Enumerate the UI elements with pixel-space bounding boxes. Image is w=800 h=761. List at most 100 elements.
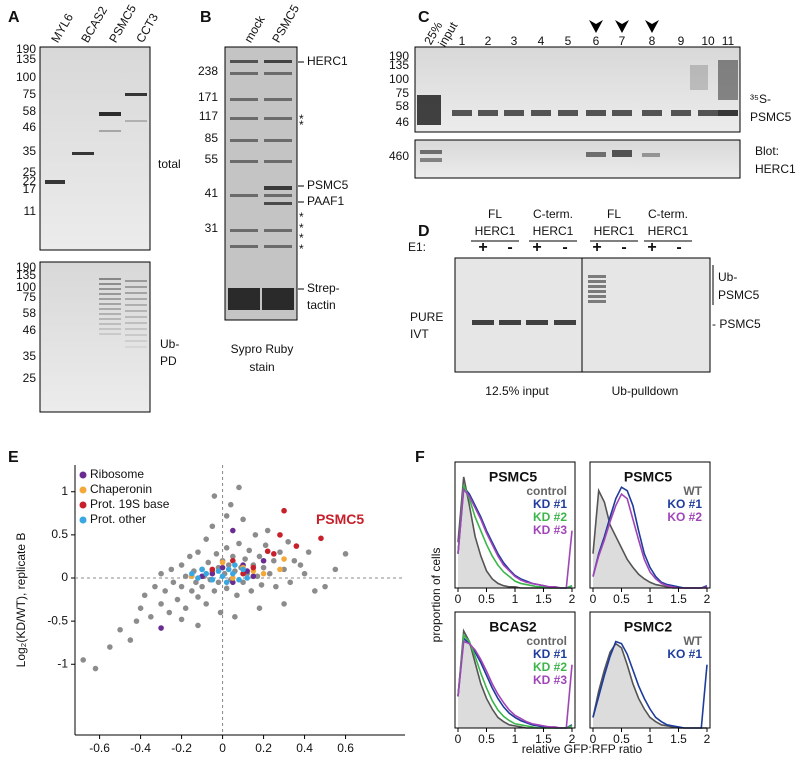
mw-label: 190 [16, 42, 36, 56]
gel-band [420, 158, 442, 162]
point [312, 588, 318, 594]
legend-label: Chaperonin [90, 482, 152, 496]
row-label: IVT [410, 327, 429, 341]
group-label: HERC1 [475, 224, 516, 238]
x-tick-label: 0 [590, 592, 597, 606]
lane-label: 2 [485, 34, 492, 48]
legend-label: WT [683, 634, 702, 648]
lane-label: MYL6 [48, 11, 76, 45]
band-label: HERC1 [307, 54, 348, 68]
group-label: HERC1 [648, 224, 689, 238]
gel-band [230, 72, 258, 75]
legend-label: KO #2 [667, 510, 702, 524]
gel-band [264, 160, 292, 163]
x-tick-label: 0.4 [296, 741, 313, 755]
mw-label: 135 [16, 52, 36, 66]
point [277, 566, 283, 573]
point [230, 579, 236, 586]
point [223, 545, 230, 551]
x-tick-label: 1 [512, 732, 519, 746]
gel-band [125, 286, 147, 288]
point [219, 573, 226, 580]
gel-band [99, 112, 121, 116]
asterisk: * [299, 231, 304, 245]
point [182, 573, 189, 580]
gel-band [99, 288, 121, 290]
point [230, 570, 236, 577]
point [293, 543, 300, 549]
point [250, 564, 257, 571]
gel-band [72, 152, 94, 155]
x-tick-label: 2 [704, 592, 711, 606]
point [203, 536, 209, 542]
gel-band [588, 275, 606, 278]
point [332, 566, 339, 573]
gel [224, 46, 298, 321]
point [287, 579, 294, 586]
x-tick-label: 2 [704, 732, 711, 746]
side-label: HERC1 [755, 162, 796, 176]
x-axis-label: relative GFP:RFP ratio [522, 742, 643, 756]
point [203, 570, 209, 577]
sign: - [676, 239, 681, 256]
point [195, 549, 201, 555]
lane-label: 9 [678, 34, 685, 48]
point [301, 570, 308, 577]
gel-band [718, 110, 738, 116]
point [158, 601, 164, 607]
gel-band [642, 153, 660, 157]
point [291, 557, 298, 564]
point [256, 605, 263, 611]
point [178, 616, 185, 623]
x-tick-label: 1 [647, 592, 654, 606]
gel-band [526, 320, 548, 325]
panel-label: C [418, 9, 430, 26]
gel-band [612, 110, 632, 116]
legend-swatch [79, 486, 87, 494]
legend-label: Prot. other [90, 512, 146, 526]
gel-band [230, 229, 258, 232]
gel-band [45, 180, 65, 184]
gel-band [230, 60, 258, 63]
gel-band [264, 194, 292, 197]
legend-label: Ribosome [90, 467, 144, 481]
point [211, 588, 218, 594]
mw-label: 75 [23, 87, 37, 101]
point [264, 548, 271, 555]
gel-band [264, 60, 292, 63]
sign: - [507, 239, 512, 256]
point [137, 605, 144, 611]
gel-band [99, 308, 121, 310]
chart-title: PSMC5 [489, 469, 537, 485]
caption: 12.5% input [485, 384, 549, 398]
point [271, 551, 277, 557]
y-axis-label: Log₂(KD/WT), replicate B [14, 533, 28, 668]
gel-band [264, 186, 292, 190]
gel-band [417, 95, 441, 125]
chart-title: BCAS2 [489, 619, 537, 635]
gel-band [420, 150, 442, 154]
lane-label: 10 [701, 34, 715, 48]
panel-label: B [200, 9, 212, 26]
line [457, 487, 573, 589]
legend-swatch [79, 471, 87, 479]
point [80, 657, 86, 663]
mw-label: 190 [16, 260, 36, 274]
sign: + [478, 239, 487, 256]
area [593, 490, 707, 588]
side-label: PD [160, 354, 177, 368]
point [219, 564, 226, 571]
point [248, 588, 255, 594]
gel-band [99, 323, 121, 325]
lane-label: 6 [593, 34, 600, 48]
legend-label: KD #1 [533, 497, 567, 511]
point [193, 579, 199, 586]
point [230, 557, 236, 564]
point [205, 559, 212, 566]
point [213, 551, 220, 557]
mw-label: 117 [199, 109, 218, 123]
point [223, 513, 230, 519]
point [236, 484, 242, 491]
point [234, 592, 240, 599]
gel-band [588, 295, 606, 298]
